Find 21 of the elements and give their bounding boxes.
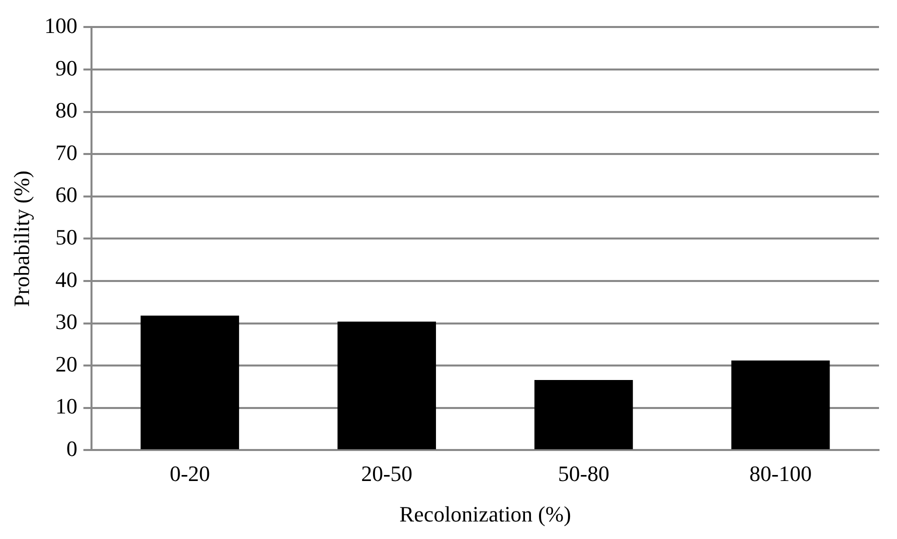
y-tick-label: 70 — [55, 140, 78, 165]
y-tick-label: 0 — [66, 436, 78, 461]
x-axis-title: Recolonization (%) — [399, 502, 572, 527]
y-axis-title: Probability (%) — [8, 170, 34, 307]
bar — [338, 322, 436, 450]
x-tick-label: 50-80 — [558, 461, 610, 486]
y-tick-label: 80 — [55, 98, 78, 123]
y-tick-label: 60 — [55, 182, 78, 208]
y-tick-label: 100 — [44, 12, 78, 38]
x-tick-label: 80-100 — [749, 461, 812, 486]
bar — [534, 380, 633, 450]
y-tick-label: 10 — [55, 394, 78, 419]
x-tick-label: 20-50 — [361, 461, 412, 486]
y-tick-label: 50 — [55, 224, 78, 250]
bar — [140, 316, 240, 450]
x-tick-label: 0-20 — [170, 461, 210, 486]
y-tick-label: 30 — [55, 309, 78, 334]
y-tick-label: 40 — [55, 266, 78, 292]
y-tick-label: 20 — [55, 351, 78, 376]
y-tick-label: 90 — [55, 55, 78, 80]
bar — [731, 360, 830, 450]
